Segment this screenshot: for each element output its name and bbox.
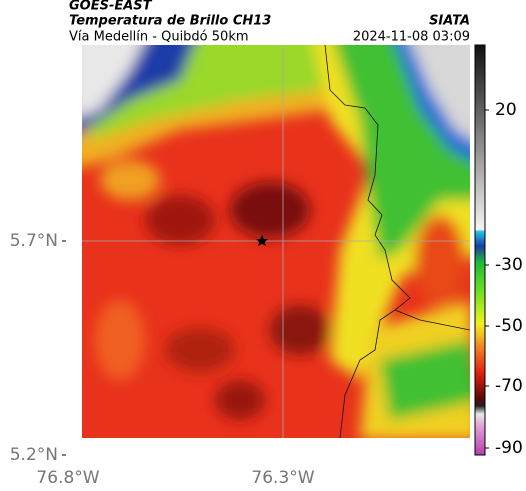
route: Vía Medellín - Quibdó 50km: [69, 30, 249, 45]
lat-label: 5.7°N: [10, 231, 58, 251]
colorbar: [474, 44, 486, 456]
colorbar-label: -70: [495, 376, 523, 396]
location-marker: [256, 235, 268, 246]
colorbar-label: 20: [495, 100, 517, 120]
title: GOES-EAST: [69, 0, 153, 14]
colorbar-label: -30: [495, 255, 523, 275]
lat-label: 5.2°N: [10, 445, 58, 465]
satellite-image: [82, 45, 470, 438]
timestamp: 2024-11-08 03:09: [353, 30, 470, 45]
lon-label: 76.8°W: [36, 468, 99, 488]
subtitle: Temperatura de Brillo CH13: [69, 14, 271, 29]
source: SIATA: [429, 14, 470, 29]
colorbar-label: -90: [495, 438, 523, 458]
lon-label: 76.3°W: [251, 468, 314, 488]
colorbar-label: -50: [495, 316, 523, 336]
